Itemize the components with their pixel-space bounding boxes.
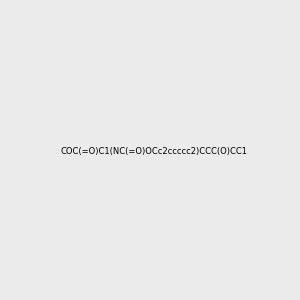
- Text: COC(=O)C1(NC(=O)OCc2ccccc2)CCC(O)CC1: COC(=O)C1(NC(=O)OCc2ccccc2)CCC(O)CC1: [60, 147, 247, 156]
